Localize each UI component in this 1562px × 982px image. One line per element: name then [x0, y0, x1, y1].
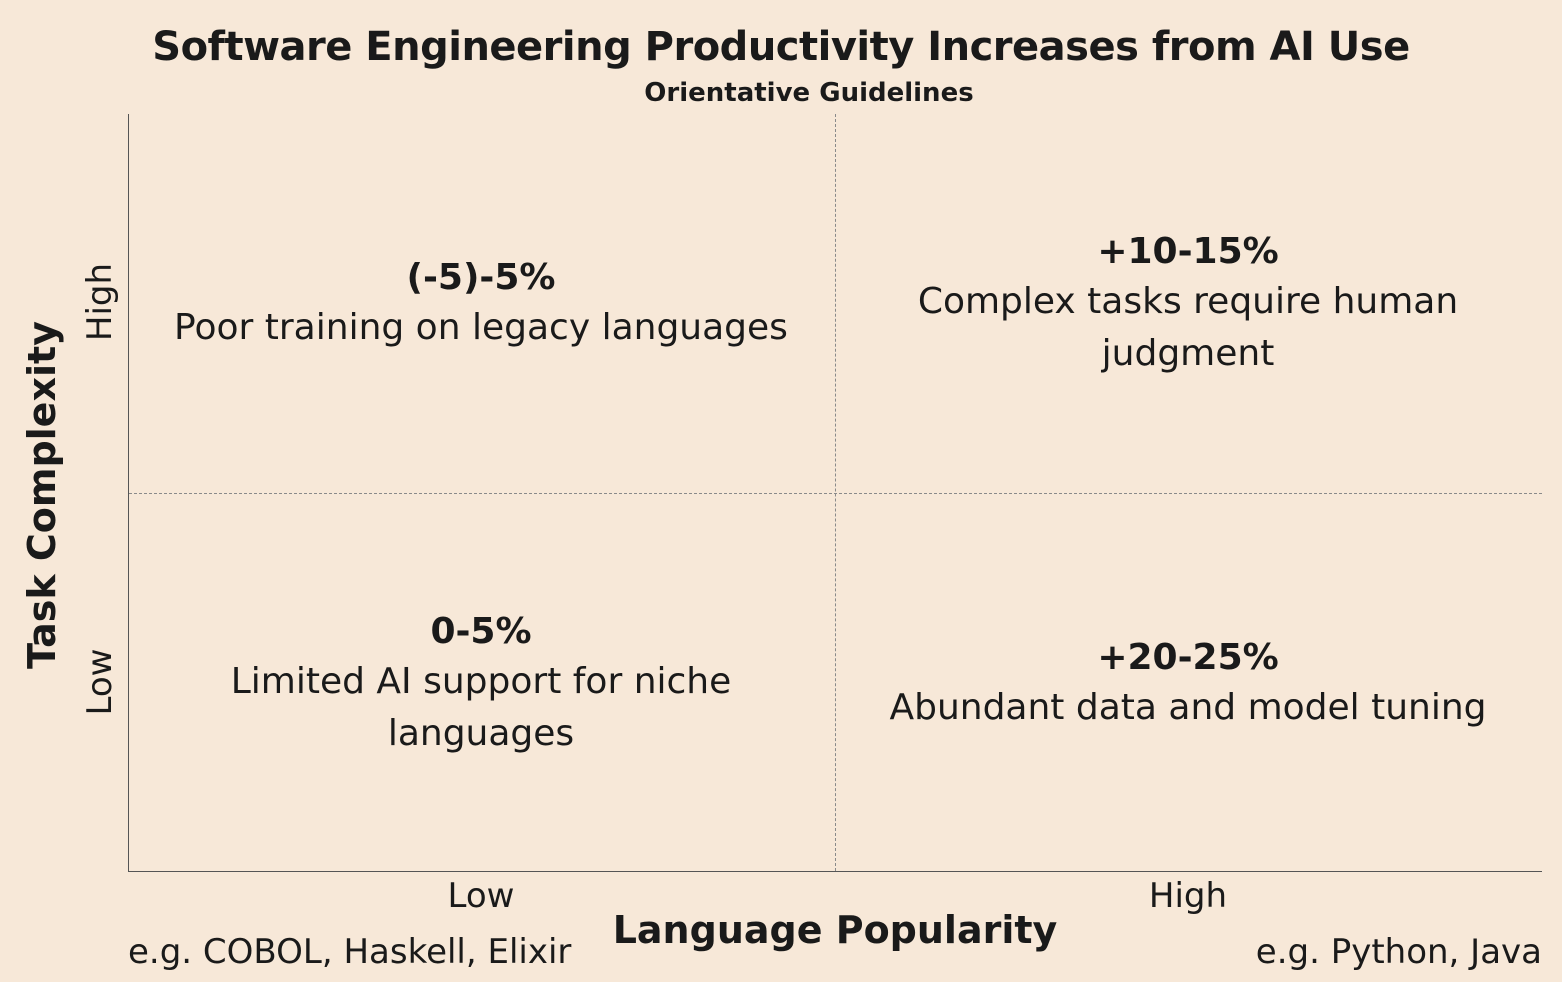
x-axis-high-label: High	[1148, 876, 1228, 916]
quadrant-value: (-5)-5%	[406, 257, 556, 298]
quadrant-value: +10-15%	[1097, 231, 1279, 272]
horizontal-divider	[129, 493, 1542, 494]
quadrant-description: Abundant data and model tuning	[889, 687, 1487, 728]
quadrant-high-complexity-high-popularity: +10-15% Complex tasks require human judg…	[888, 228, 1488, 380]
y-axis-high-label: High	[80, 262, 120, 342]
x-axis-high-example: e.g. Python, Java	[1255, 932, 1542, 972]
x-axis-line	[128, 871, 1542, 872]
chart-subtitle: Orientative Guidelines	[644, 78, 974, 108]
quadrant-description: Limited AI support for niche languages	[230, 661, 732, 754]
y-axis-low-label: Low	[80, 648, 120, 716]
y-axis-line	[128, 114, 129, 872]
chart-title: Software Engineering Productivity Increa…	[152, 24, 1410, 70]
quadrant-description: Poor training on legacy languages	[174, 307, 788, 348]
quadrant-low-complexity-low-popularity: 0-5% Limited AI support for niche langua…	[181, 608, 781, 760]
x-axis-title: Language Popularity	[612, 908, 1058, 952]
y-axis-title: Task Complexity	[20, 321, 64, 669]
quadrant-high-complexity-low-popularity: (-5)-5% Poor training on legacy language…	[151, 254, 811, 354]
vertical-divider	[835, 114, 836, 871]
quadrant-value: +20-25%	[1097, 637, 1279, 678]
x-axis-low-example: e.g. COBOL, Haskell, Elixir	[128, 932, 572, 972]
quadrant-description: Complex tasks require human judgment	[917, 281, 1459, 374]
quadrant-low-complexity-high-popularity: +20-25% Abundant data and model tuning	[858, 634, 1518, 734]
quadrant-value: 0-5%	[430, 611, 532, 652]
x-axis-low-label: Low	[447, 876, 515, 916]
